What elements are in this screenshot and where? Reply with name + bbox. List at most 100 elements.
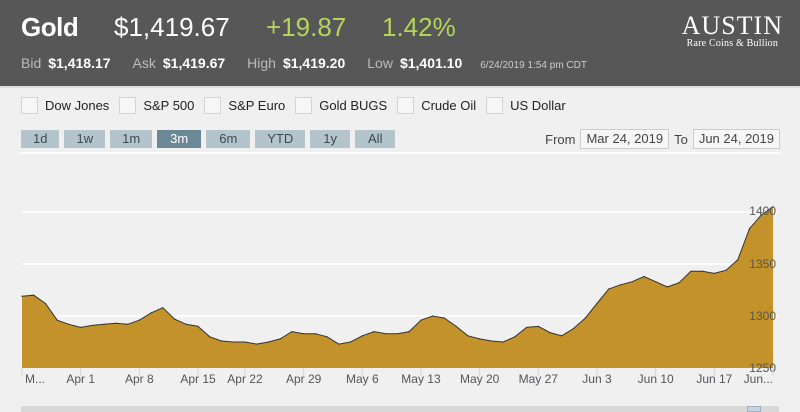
data-point xyxy=(138,319,140,321)
instrument-title: Gold xyxy=(21,12,79,42)
data-point xyxy=(514,336,516,338)
bid-label: Bid xyxy=(21,55,42,71)
data-point xyxy=(373,331,375,333)
quote-header: Gold $1,419.67 +19.87 1.42% Bid $1,418.1… xyxy=(0,0,800,86)
data-point xyxy=(80,326,82,329)
x-tick-label: Apr 22 xyxy=(227,372,263,386)
data-point xyxy=(197,325,199,327)
price-change-percent: 1.42% xyxy=(382,12,456,42)
range-all-button[interactable]: All xyxy=(355,130,396,148)
checkbox[interactable] xyxy=(397,97,415,114)
data-point xyxy=(420,319,422,321)
data-point xyxy=(725,269,727,271)
ask-label: Ask xyxy=(132,55,156,71)
navigator-handle[interactable] xyxy=(747,406,761,412)
data-point xyxy=(349,341,352,343)
data-point xyxy=(432,315,434,317)
range-1m-button[interactable]: 1m xyxy=(110,130,153,148)
range-6m-button[interactable]: 6m xyxy=(206,130,251,148)
data-point xyxy=(549,332,551,334)
data-point xyxy=(490,340,492,342)
data-point xyxy=(21,295,23,297)
x-tick-label: May 6 xyxy=(346,372,379,386)
high-label: High xyxy=(247,55,276,71)
x-tick-label: Apr 1 xyxy=(66,372,95,386)
data-point xyxy=(631,281,633,283)
austin-logo: AUSTIN Rare Coins & Bullion xyxy=(681,11,783,50)
data-point xyxy=(525,326,528,329)
navigator-scrollbar[interactable] xyxy=(21,406,779,412)
checkbox[interactable] xyxy=(295,97,313,114)
data-point xyxy=(385,333,387,335)
data-point xyxy=(678,282,680,284)
data-point xyxy=(361,335,363,337)
x-tick-label: Jun 3 xyxy=(582,372,612,386)
checkbox[interactable] xyxy=(486,97,504,114)
data-point xyxy=(467,335,469,337)
low-value: $1,401.10 xyxy=(399,55,463,71)
data-point xyxy=(279,338,281,340)
data-point xyxy=(173,318,176,320)
compare-sp-euro[interactable]: S&P Euro xyxy=(204,97,285,114)
y-tick-label: 1250 xyxy=(749,361,776,375)
checkbox[interactable] xyxy=(204,97,222,114)
checkbox[interactable] xyxy=(119,97,137,114)
data-point xyxy=(666,286,668,288)
x-tick-label: Apr 29 xyxy=(286,372,322,386)
range-1d-button[interactable]: 1d xyxy=(21,130,60,148)
data-point xyxy=(232,341,234,343)
data-point xyxy=(572,327,575,330)
y-tick-label: 1400 xyxy=(749,204,776,218)
compare-crude-oil[interactable]: Crude Oil xyxy=(397,97,476,114)
data-point xyxy=(267,341,270,343)
data-point xyxy=(502,341,504,343)
data-point xyxy=(690,270,692,272)
x-tick-label: Jun 17 xyxy=(696,372,732,386)
high-value: $1,419.20 xyxy=(282,55,346,71)
ask-value: $1,419.67 xyxy=(162,55,226,71)
data-point xyxy=(303,333,305,335)
data-point xyxy=(584,317,586,319)
data-point xyxy=(396,333,399,335)
date-range: From Mar 24, 2019 To Jun 24, 2019 xyxy=(545,129,780,149)
x-tick-label: Jun... xyxy=(744,372,773,386)
compare-checkboxes: Dow Jones S&P 500 S&P Euro Gold BUGS Cru… xyxy=(21,97,576,114)
data-point xyxy=(737,259,739,261)
timestamp: 6/24/2019 1:54 pm CDT xyxy=(480,60,587,71)
data-point xyxy=(561,335,563,337)
data-point xyxy=(314,333,316,335)
data-point xyxy=(608,288,610,290)
data-point xyxy=(701,270,704,272)
data-point xyxy=(44,302,47,305)
range-1w-button[interactable]: 1w xyxy=(64,130,106,148)
data-point xyxy=(760,214,762,216)
data-point xyxy=(443,317,446,319)
data-point xyxy=(479,338,481,340)
data-point xyxy=(220,340,223,342)
data-point xyxy=(748,228,751,230)
divider xyxy=(0,86,800,88)
chart-top-border xyxy=(21,152,779,154)
range-ytd-button[interactable]: YTD xyxy=(255,130,306,148)
data-point xyxy=(713,272,715,274)
x-tick-label: Jun 10 xyxy=(638,372,674,386)
data-point xyxy=(91,324,94,326)
data-point xyxy=(772,206,774,208)
range-1y-button[interactable]: 1y xyxy=(310,130,351,148)
from-date-input[interactable]: Mar 24, 2019 xyxy=(580,129,670,149)
data-point xyxy=(244,341,246,343)
compare-us-dollar[interactable]: US Dollar xyxy=(486,97,566,114)
data-point xyxy=(338,343,340,345)
compare-sp500[interactable]: S&P 500 xyxy=(119,97,194,114)
to-date-input[interactable]: Jun 24, 2019 xyxy=(692,129,780,149)
data-point xyxy=(256,343,258,345)
data-point xyxy=(291,331,293,333)
x-tick-label: M... xyxy=(25,372,45,386)
data-point xyxy=(655,281,657,283)
range-3m-button[interactable]: 3m xyxy=(157,130,202,148)
compare-gold-bugs[interactable]: Gold BUGS xyxy=(295,97,387,114)
data-point xyxy=(185,323,187,325)
checkbox[interactable] xyxy=(21,97,38,114)
compare-dow-jones[interactable]: Dow Jones xyxy=(21,97,109,114)
